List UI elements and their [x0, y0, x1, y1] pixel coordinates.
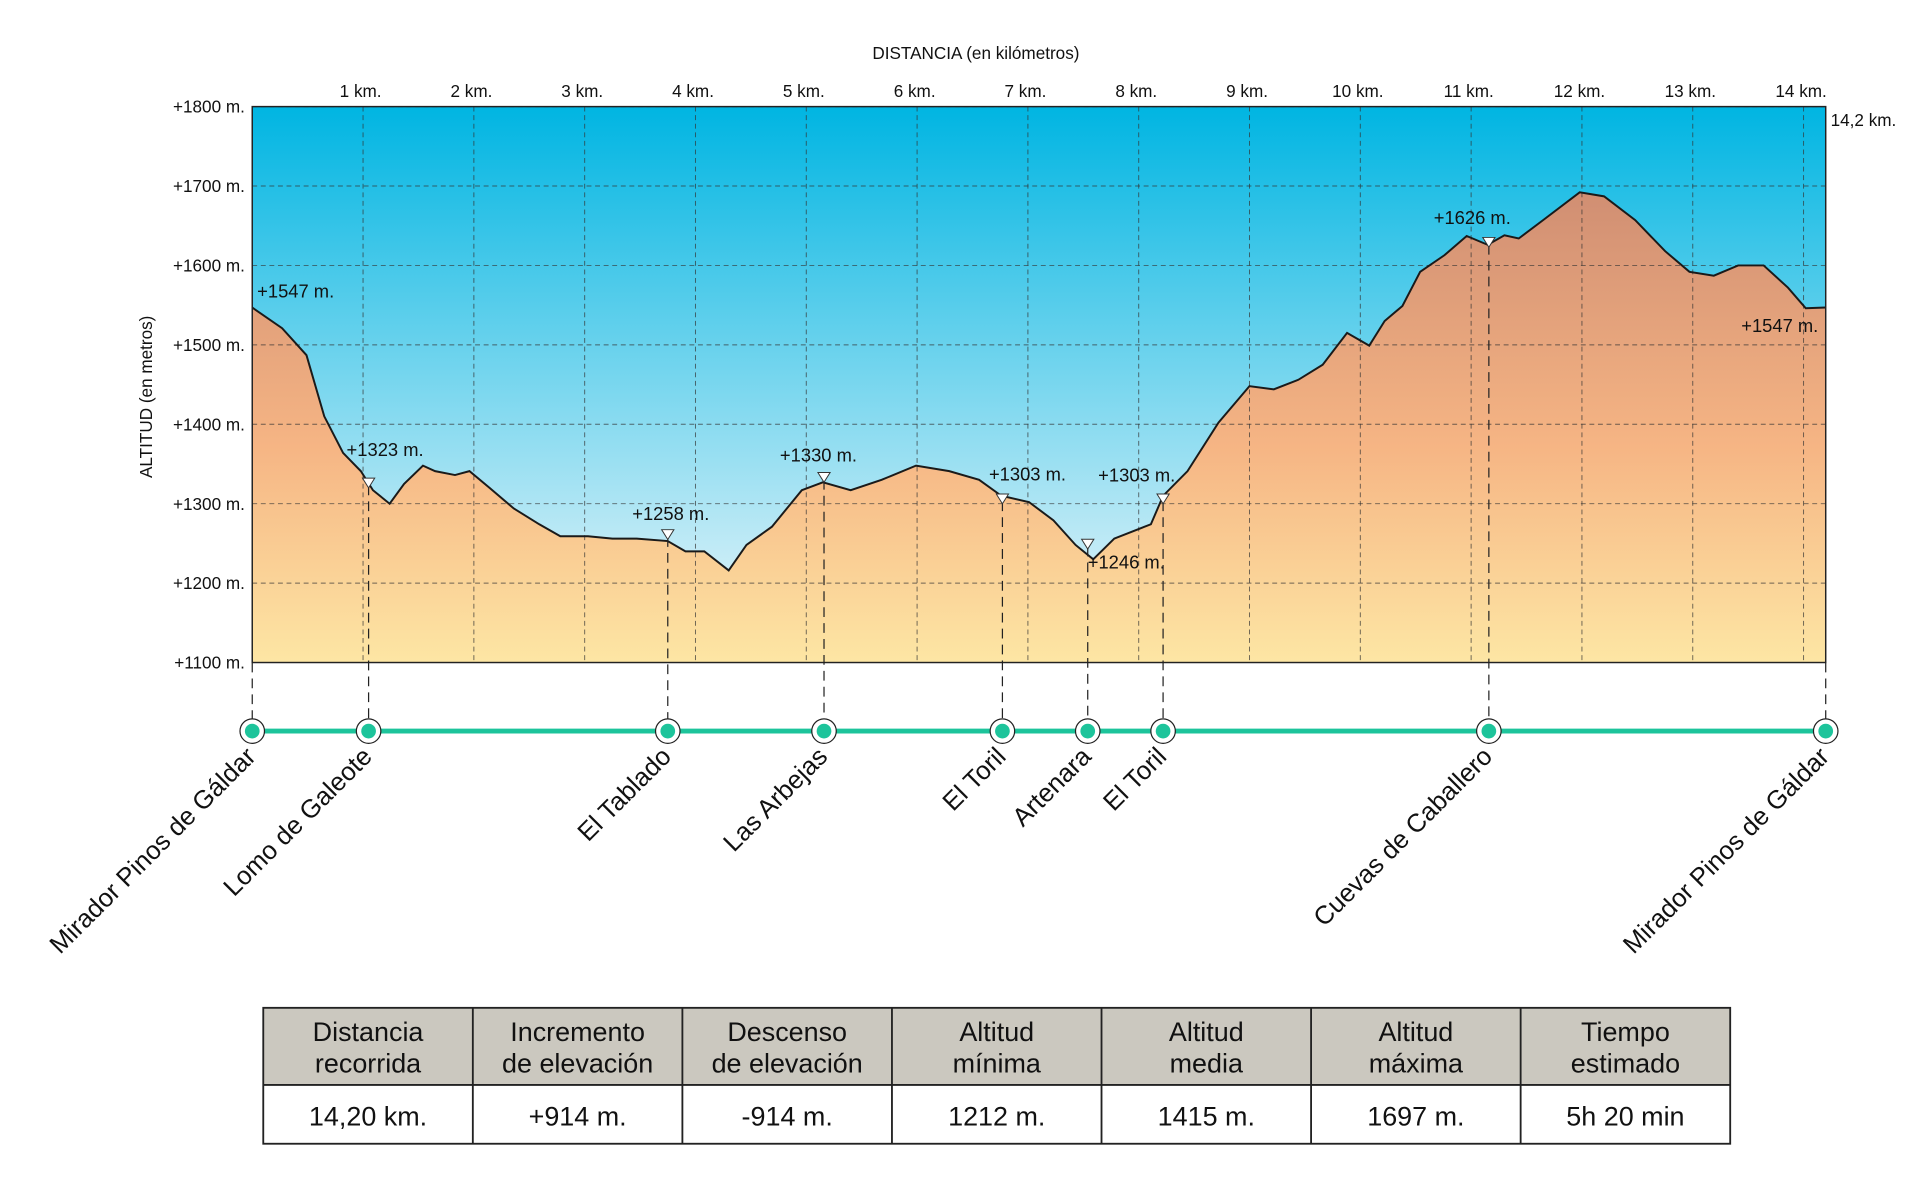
- waypoint-dot: [244, 723, 260, 739]
- elevation-label: +1330 m.: [780, 444, 857, 465]
- waypoint-name: Las Arbejas: [718, 742, 833, 857]
- table-header: media: [1170, 1049, 1243, 1079]
- x-tick-label: 13 km.: [1665, 81, 1716, 101]
- table-header: Tiempo: [1581, 1017, 1670, 1047]
- y-tick-label: +1400 m.: [173, 414, 245, 434]
- x-tick-label: 12 km.: [1554, 81, 1605, 101]
- x-tick-label: 9 km.: [1226, 81, 1268, 101]
- table-header: Altitud: [1169, 1017, 1244, 1047]
- table-frame: [262, 1006, 1732, 1145]
- waypoint-marker: [817, 472, 832, 484]
- y-tick-label: +1200 m.: [173, 573, 245, 593]
- table-header: mínima: [953, 1049, 1041, 1079]
- y-axis-title: ALTITUD (en metros): [136, 316, 156, 478]
- y-tick-label: +1800 m.: [173, 97, 245, 117]
- table-header: Distancia: [313, 1017, 424, 1047]
- table-cell: +914 m.: [529, 1101, 627, 1131]
- table-cell: 1415 m.: [1158, 1101, 1255, 1131]
- waypoint-name: Cuevas de Caballero: [1308, 742, 1498, 932]
- x-tick-label: 8 km.: [1115, 81, 1157, 101]
- x-tick-label: 14,2 km.: [1831, 110, 1897, 130]
- x-axis-title: DISTANCIA (en kilómetros): [872, 43, 1079, 63]
- elevation-label: +1323 m.: [347, 439, 424, 460]
- table-header: recorrida: [315, 1049, 421, 1079]
- table-header: máxima: [1369, 1049, 1463, 1079]
- y-tick-label: +1300 m.: [173, 494, 245, 514]
- waypoint-dot: [1080, 723, 1096, 739]
- y-tick-label: +1600 m.: [173, 256, 245, 276]
- table-cell: -914 m.: [742, 1101, 833, 1131]
- x-tick-label: 7 km.: [1005, 81, 1047, 101]
- waypoint-name: Mirador Pinos de Gáldar: [45, 742, 262, 959]
- plot-frame: [251, 105, 1827, 664]
- table-cell: 1697 m.: [1367, 1101, 1464, 1131]
- waypoint-dot: [1818, 723, 1834, 739]
- table-header: Incremento: [510, 1017, 645, 1047]
- elevation-label: +1547 m.: [257, 281, 334, 302]
- x-tick-label: 5 km.: [783, 81, 825, 101]
- x-tick-label: 11 km.: [1444, 81, 1494, 101]
- table-cell: 5h 20 min: [1566, 1101, 1684, 1131]
- x-tick-label: 10 km.: [1332, 81, 1383, 101]
- waypoint-dot: [660, 723, 676, 739]
- x-tick-label: 1 km.: [340, 81, 382, 101]
- waypoint-name: El Tablado: [573, 742, 677, 846]
- waypoint-name: Artenara: [1007, 742, 1097, 832]
- elevation-label: +1303 m.: [989, 463, 1066, 484]
- x-tick-label: 4 km.: [672, 81, 714, 101]
- elevation-label: +1258 m.: [632, 503, 709, 524]
- waypoint-name: Mirador Pinos de Gáldar: [1618, 742, 1835, 959]
- table-header: de elevación: [502, 1049, 653, 1079]
- table-cell: 1212 m.: [948, 1101, 1045, 1131]
- waypoint-marker: [660, 529, 675, 541]
- waypoint-dot: [816, 723, 832, 739]
- y-tick-label: +1700 m.: [173, 176, 245, 196]
- y-tick-label: +1100 m.: [174, 653, 245, 673]
- x-tick-label: 14 km.: [1775, 81, 1826, 101]
- terrain-area: [252, 192, 1826, 663]
- table-header: Altitud: [959, 1017, 1034, 1047]
- waypoint-marker: [995, 493, 1010, 505]
- x-tick-label: 6 km.: [894, 81, 936, 101]
- waypoint-marker: [361, 477, 376, 489]
- waypoint-name: El Toril: [1098, 742, 1172, 816]
- elevation-label: +1303 m.: [1098, 465, 1175, 486]
- x-tick-label: 2 km.: [450, 81, 492, 101]
- waypoint-dot: [361, 723, 376, 739]
- table-header-bg: [263, 1007, 1731, 1085]
- table-header: Descenso: [727, 1017, 847, 1047]
- table-cell: 14,20 km.: [309, 1101, 427, 1131]
- elevation-label: +1547 m.: [1741, 315, 1818, 336]
- waypoint-marker: [1481, 236, 1496, 249]
- table-header: estimado: [1571, 1049, 1680, 1079]
- waypoint-dot: [1481, 723, 1497, 739]
- y-tick-label: +1500 m.: [173, 335, 245, 355]
- waypoint-dot: [1155, 723, 1171, 739]
- waypoint-name: El Toril: [938, 742, 1012, 816]
- elevation-label: +1626 m.: [1434, 207, 1511, 228]
- elevation-label: +1246 m.: [1088, 552, 1165, 573]
- waypoint-marker: [1156, 493, 1171, 505]
- x-tick-label: 3 km.: [561, 81, 603, 101]
- table-header: Altitud: [1378, 1017, 1453, 1047]
- table-header: de elevación: [712, 1049, 863, 1079]
- waypoint-dot: [995, 723, 1010, 739]
- profile-line: [251, 191, 1826, 572]
- waypoint-marker: [1080, 538, 1095, 550]
